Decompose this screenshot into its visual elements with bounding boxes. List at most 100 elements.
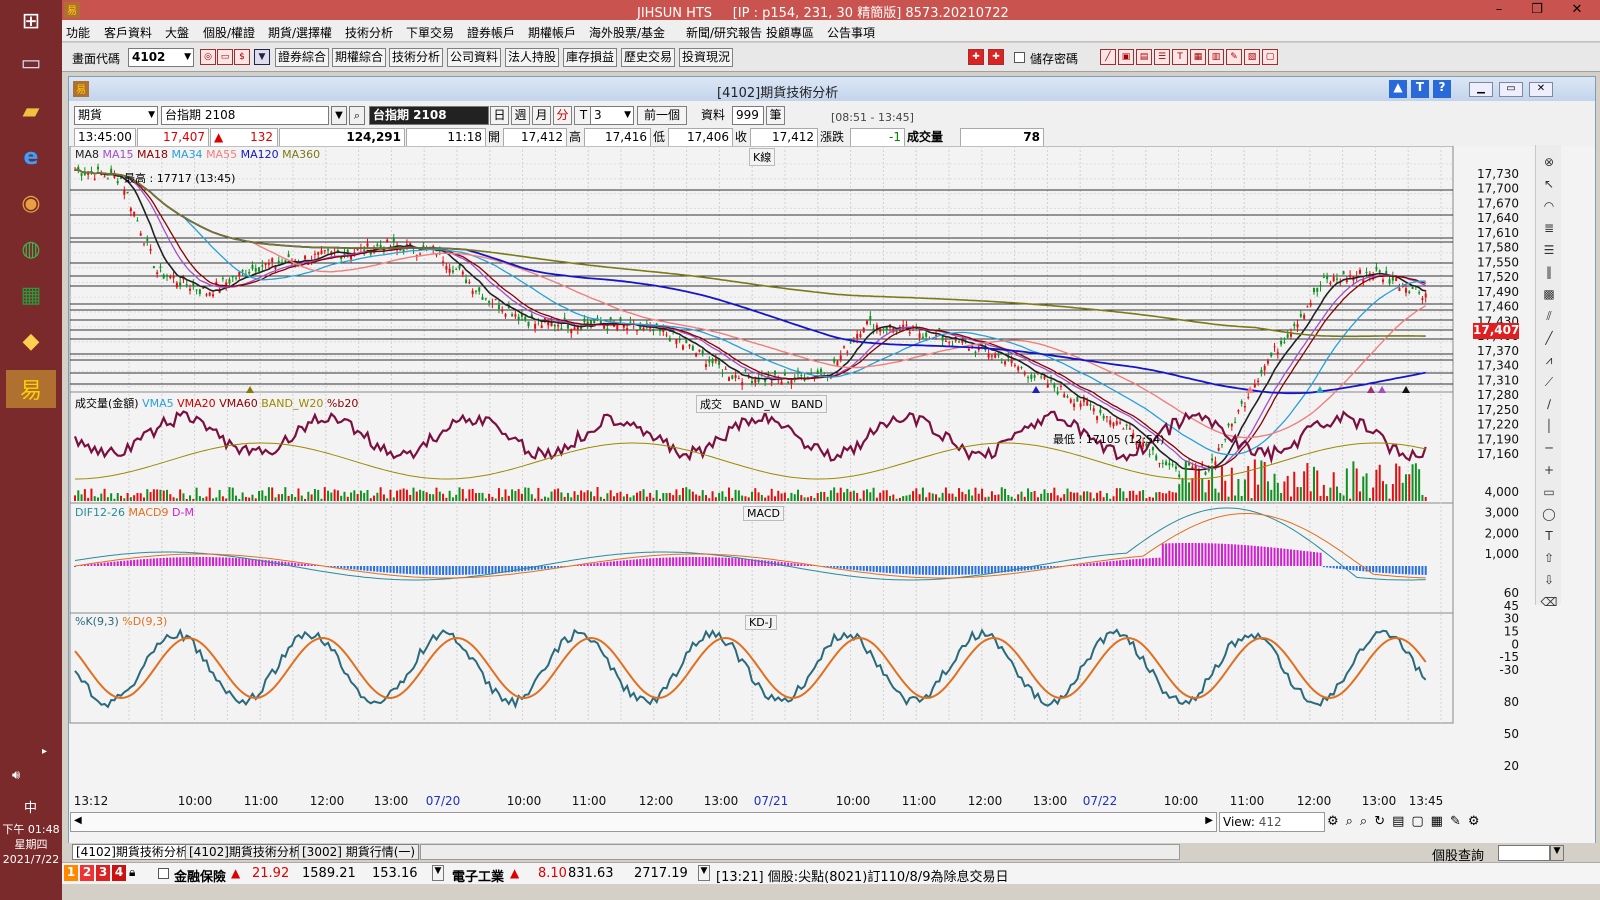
help-icon[interactable]: ? [1433, 80, 1451, 98]
sticky-notes-icon[interactable]: ◆ [22, 328, 40, 354]
triangle-up-icon[interactable]: ▲ [1389, 80, 1407, 98]
close-icon[interactable]: ✕ [1571, 2, 1583, 17]
desktop-icon[interactable]: ▭ [20, 50, 42, 76]
ticker-checkbox[interactable] [158, 868, 169, 879]
sector1-dropdown-icon[interactable]: ▼ [432, 865, 444, 881]
preset-4-icon[interactable]: 4 [112, 865, 126, 881]
screen-code-input[interactable]: 4102 ▼ [128, 48, 194, 67]
interval-select[interactable]: 3 ▼ [590, 106, 634, 125]
flag2-icon[interactable]: ✚ [988, 49, 1004, 65]
tray-expand-icon[interactable]: ▸ [42, 746, 48, 757]
sector2-dropdown-icon[interactable]: ▼ [698, 865, 710, 881]
news-ticker[interactable]: [13:21] 個股:尖點(8021)訂110/8/9為除息交易日 [716, 870, 1009, 885]
file-explorer-icon[interactable]: ▰ [22, 98, 40, 124]
menu-market[interactable]: 大盤 [165, 26, 190, 40]
chrome-icon[interactable]: ◍ [21, 236, 41, 262]
jihsun-hts-icon[interactable]: 易 [6, 370, 56, 408]
chart-scrollbar[interactable]: ◀ ▶ [70, 812, 1217, 832]
eraser-icon[interactable]: ⌫ [1540, 595, 1558, 609]
period-minute-button[interactable]: 分 [553, 106, 572, 125]
stock-search-input[interactable] [1498, 845, 1550, 861]
arc-icon[interactable]: ◠ [1543, 199, 1555, 213]
restore-icon[interactable]: ❐ [1531, 2, 1543, 17]
preset-2-icon[interactable]: 2 [80, 865, 94, 881]
institutional-holdings-button[interactable]: 法人持股 [505, 48, 559, 67]
product-type-select[interactable]: 期貨 ▼ [74, 106, 158, 125]
menu-order[interactable]: 下單交易 [406, 26, 455, 40]
company-info-button[interactable]: 公司資料 [447, 48, 501, 67]
ellipse-icon[interactable]: ◯ [1542, 507, 1556, 521]
ray-icon[interactable]: ⟋ [1544, 375, 1554, 389]
menu-announcements[interactable]: 公告事項 [827, 26, 876, 40]
pointer-icon[interactable]: ↖ [1543, 177, 1555, 191]
fib-icon[interactable]: ≣ [1543, 221, 1555, 235]
arrow-down-icon[interactable]: ⇩ [1543, 573, 1555, 587]
panel-minimize-icon[interactable]: ▁ [1469, 82, 1493, 97]
money-icon[interactable]: $ [234, 49, 250, 65]
minimize-icon[interactable]: – [1495, 2, 1503, 17]
securities-overview-button[interactable]: 證券綜合 [275, 48, 329, 67]
volume-icon[interactable]: 🔊︎ [12, 768, 21, 783]
previous-button[interactable]: 前一個 [637, 106, 687, 125]
magnify-icon[interactable]: ⌕ [349, 106, 365, 125]
preset-1-icon[interactable]: 1 [64, 865, 78, 881]
panel-close-icon[interactable]: ✕ [1529, 82, 1553, 97]
alert-icon[interactable]: ✎ [1226, 49, 1242, 65]
flag-icon[interactable]: ✚ [968, 49, 984, 65]
save-password-checkbox[interactable] [1014, 52, 1025, 63]
rectangle-icon[interactable]: ▭ [1543, 485, 1555, 499]
chart-tool-icons[interactable]: ⚙⌕⌕↻▤▢▦✎⚙ [1327, 814, 1487, 829]
menu-overseas[interactable]: 海外股票/基金 [589, 26, 666, 40]
menu-stock[interactable]: 個股/權證 [203, 26, 256, 40]
vertical-line-icon[interactable]: │ [1545, 419, 1553, 433]
lock-icon[interactable]: 🔒︎ [129, 865, 136, 879]
menu-news[interactable]: 新聞/研究報告 [686, 26, 763, 40]
text-icon[interactable]: T [1172, 49, 1188, 65]
fan-icon[interactable]: ⩘ [1545, 353, 1553, 367]
menu-technical[interactable]: 技術分析 [345, 26, 394, 40]
search-dropdown-icon[interactable]: ▼ [1550, 845, 1564, 861]
trendline-icon[interactable]: ╱ [1545, 331, 1553, 345]
book-icon[interactable]: ▥ [1208, 49, 1224, 65]
doc-icon[interactable]: ▢ [1262, 49, 1278, 65]
windows-start-icon[interactable]: ⊞ [21, 8, 41, 34]
period-day-button[interactable]: 日 [490, 106, 509, 125]
menu-options-account[interactable]: 期權帳戶 [528, 26, 577, 40]
tab-futures-technical-1[interactable]: [4102]期貨技術分析 [72, 844, 192, 860]
chart-icon[interactable]: ▧ [1244, 49, 1260, 65]
investment-status-button[interactable]: 投資現況 [679, 48, 733, 67]
data-count-input[interactable]: 999 [732, 106, 764, 125]
period-month-button[interactable]: 月 [532, 106, 551, 125]
menu-securities-account[interactable]: 證券帳戶 [467, 26, 516, 40]
chart-area[interactable]: 17,730 17,700 17,670 17,640 17,610 17,580 17,5… [69, 146, 1595, 851]
text-tool-icon[interactable]: T [1545, 529, 1553, 543]
calc-icon[interactable]: ▦ [1190, 49, 1206, 65]
tab-futures-quote[interactable]: [3002] 期貨行情(一) [298, 844, 420, 860]
period-week-button[interactable]: 週 [511, 106, 530, 125]
technical-analysis-button[interactable]: 技術分析 [389, 48, 443, 67]
bars-icon[interactable]: ☰ [1543, 243, 1555, 257]
dropdown-icon[interactable]: ▼ [254, 49, 270, 65]
arrow-up-icon[interactable]: ⇧ [1543, 551, 1555, 565]
preset-3-icon[interactable]: 3 [96, 865, 110, 881]
inventory-pnl-button[interactable]: 庫存損益 [563, 48, 617, 67]
paint-icon[interactable]: ◉ [21, 190, 41, 216]
draw-icon[interactable]: ╱ [1100, 49, 1116, 65]
options-overview-button[interactable]: 期權綜合 [332, 48, 386, 67]
internet-explorer-icon[interactable]: e [23, 144, 39, 170]
window-icon[interactable]: ▭ [217, 49, 233, 65]
image-icon[interactable]: ▣ [1118, 49, 1134, 65]
line-icon[interactable]: ∕ [1546, 397, 1552, 411]
technical-chart-svg[interactable]: 17,73017,70017,67017,64017,61017,58017,5… [69, 146, 1595, 851]
grid-icon[interactable]: ▩ [1543, 287, 1555, 301]
channel-icon[interactable]: ⫽ [1546, 309, 1552, 323]
ime-indicator[interactable]: 中 [24, 801, 38, 816]
cross-icon[interactable]: + [1543, 463, 1555, 477]
menu-customer[interactable]: 客戶資料 [104, 26, 153, 40]
list-icon[interactable]: ☰ [1154, 49, 1170, 65]
trade-history-button[interactable]: 歷史交易 [621, 48, 675, 67]
excel-icon[interactable]: ▦ [20, 282, 42, 308]
crosshair-icon[interactable]: ⊗ [1543, 155, 1555, 169]
menu-futures[interactable]: 期貨/選擇權 [268, 26, 333, 40]
panel-restore-icon[interactable]: ▭ [1499, 82, 1523, 97]
